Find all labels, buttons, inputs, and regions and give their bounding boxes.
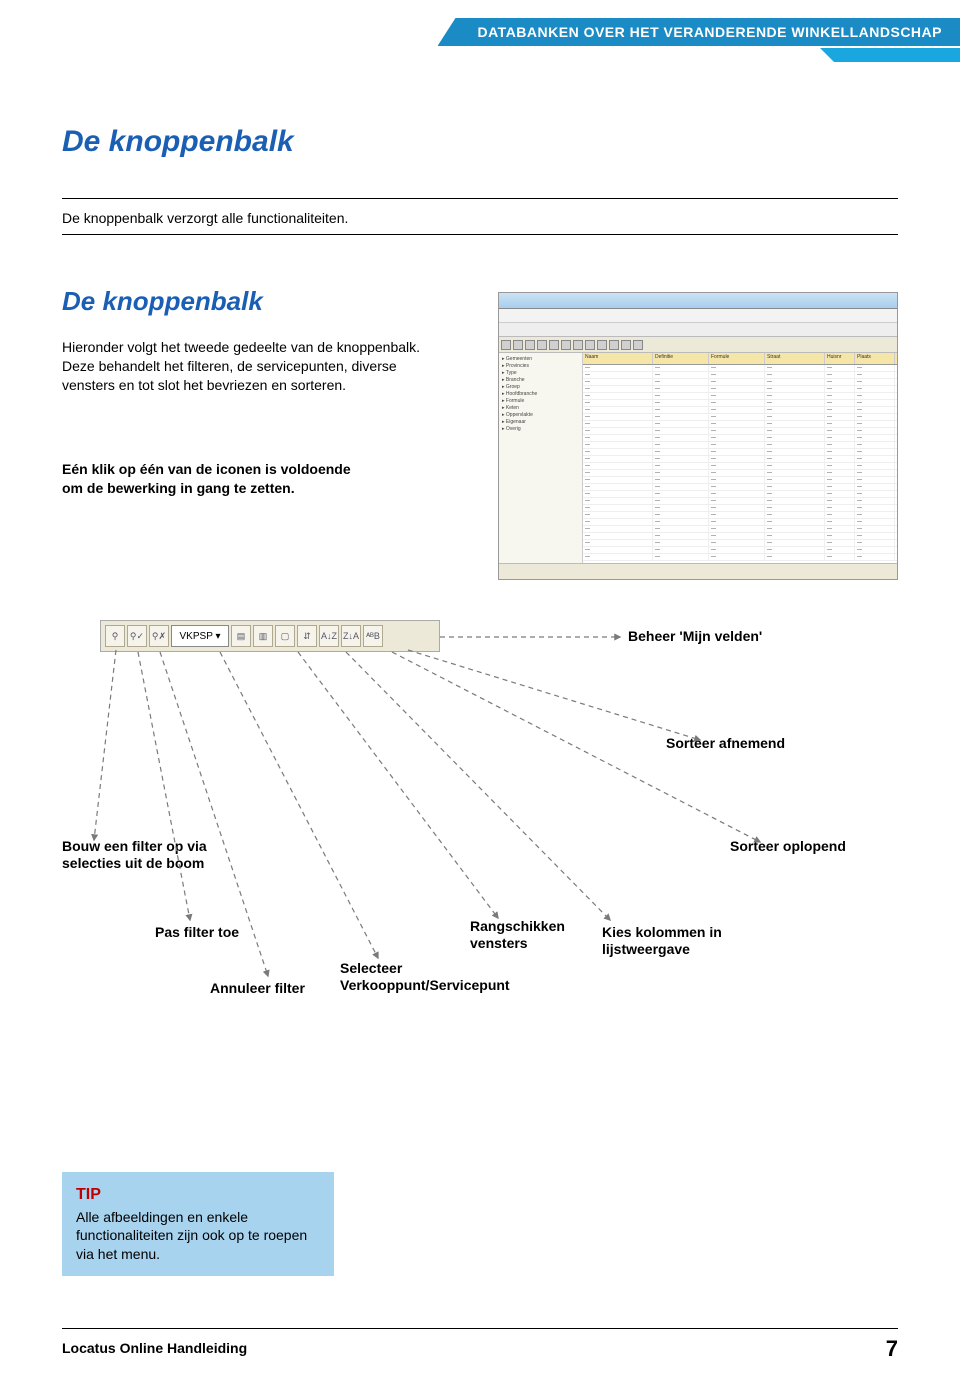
paragraph-1: Hieronder volgt het tweede gedeelte van … [62,338,422,395]
header-banner: DATABANKEN OVER HET VERANDERENDE WINKELL… [438,18,960,46]
label-kies-kolommen: Kies kolommen in lijstweergave [602,924,762,958]
window-body: ▸ Gemeenten▸ Provincies▸ Type▸ Branche▸ … [499,353,897,563]
label-selecteer-vksp: Selecteer Verkooppunt/Servicepunt [340,960,550,994]
window-layout2-icon[interactable]: ▥ [253,625,273,647]
filter-cancel-icon[interactable]: ⚲✗ [149,625,169,647]
tip-body: Alle afbeeldingen en enkele functionalit… [76,1208,320,1265]
window-statusbar [499,563,897,579]
intro-text: De knoppenbalk verzorgt alle functionali… [62,210,348,226]
footer-title: Locatus Online Handleiding [62,1340,247,1356]
header-accent [820,48,960,62]
window-layout3-icon[interactable]: ▢ [275,625,295,647]
label-pas-filter: Pas filter toe [155,924,239,941]
grid-header: NaamDefinitieFormuleStraatHuisnrPlaats [583,353,897,365]
section-title: De knoppenbalk [62,286,263,317]
app-screenshot: ▸ Gemeenten▸ Provincies▸ Type▸ Branche▸ … [498,292,898,580]
window-toolbar [499,337,897,353]
rule-top [62,198,898,199]
fields-icon[interactable]: ᴬᴮB [363,625,383,647]
grid-rows: ————————————————————————————————————————… [583,365,897,561]
page-number: 7 [886,1336,898,1362]
window-layout1-icon[interactable]: ▤ [231,625,251,647]
label-beheer-velden: Beheer 'Mijn velden' [628,628,762,645]
window-titlebar [499,293,897,309]
page-title: De knoppenbalk [62,125,294,159]
paragraph-2: Eén klik op één van de iconen is voldoen… [62,460,362,498]
label-bouw-filter: Bouw een filter op via selecties uit de … [62,838,262,872]
label-sorteer-afnemend: Sorteer afnemend [666,735,786,752]
window-addressbar [499,309,897,323]
label-sorteer-oplopend: Sorteer oplopend [730,838,850,855]
sort-asc-icon[interactable]: A↓Z [319,625,339,647]
rule-bottom [62,1328,898,1329]
sort-desc-icon[interactable]: Z↓A [341,625,361,647]
filter-apply-icon[interactable]: ⚲✓ [127,625,147,647]
grid-panel: NaamDefinitieFormuleStraatHuisnrPlaats —… [583,353,897,563]
tree-panel: ▸ Gemeenten▸ Provincies▸ Type▸ Branche▸ … [499,353,583,563]
tip-box: TIP Alle afbeeldingen en enkele function… [62,1172,334,1276]
filter-build-icon[interactable]: ⚲ [105,625,125,647]
rule-mid [62,234,898,235]
vksp-selector[interactable]: VKPSP ▾ [171,625,229,647]
columns-icon[interactable]: ⇵ [297,625,317,647]
tip-title: TIP [76,1184,320,1206]
label-rangschikken: Rangschikken vensters [470,918,600,952]
toolbar-strip: ⚲ ⚲✓ ⚲✗ VKPSP ▾ ▤ ▥ ▢ ⇵ A↓Z Z↓A ᴬᴮB [100,620,440,652]
window-tabs [499,323,897,337]
label-annuleer-filter: Annuleer filter [210,980,305,997]
